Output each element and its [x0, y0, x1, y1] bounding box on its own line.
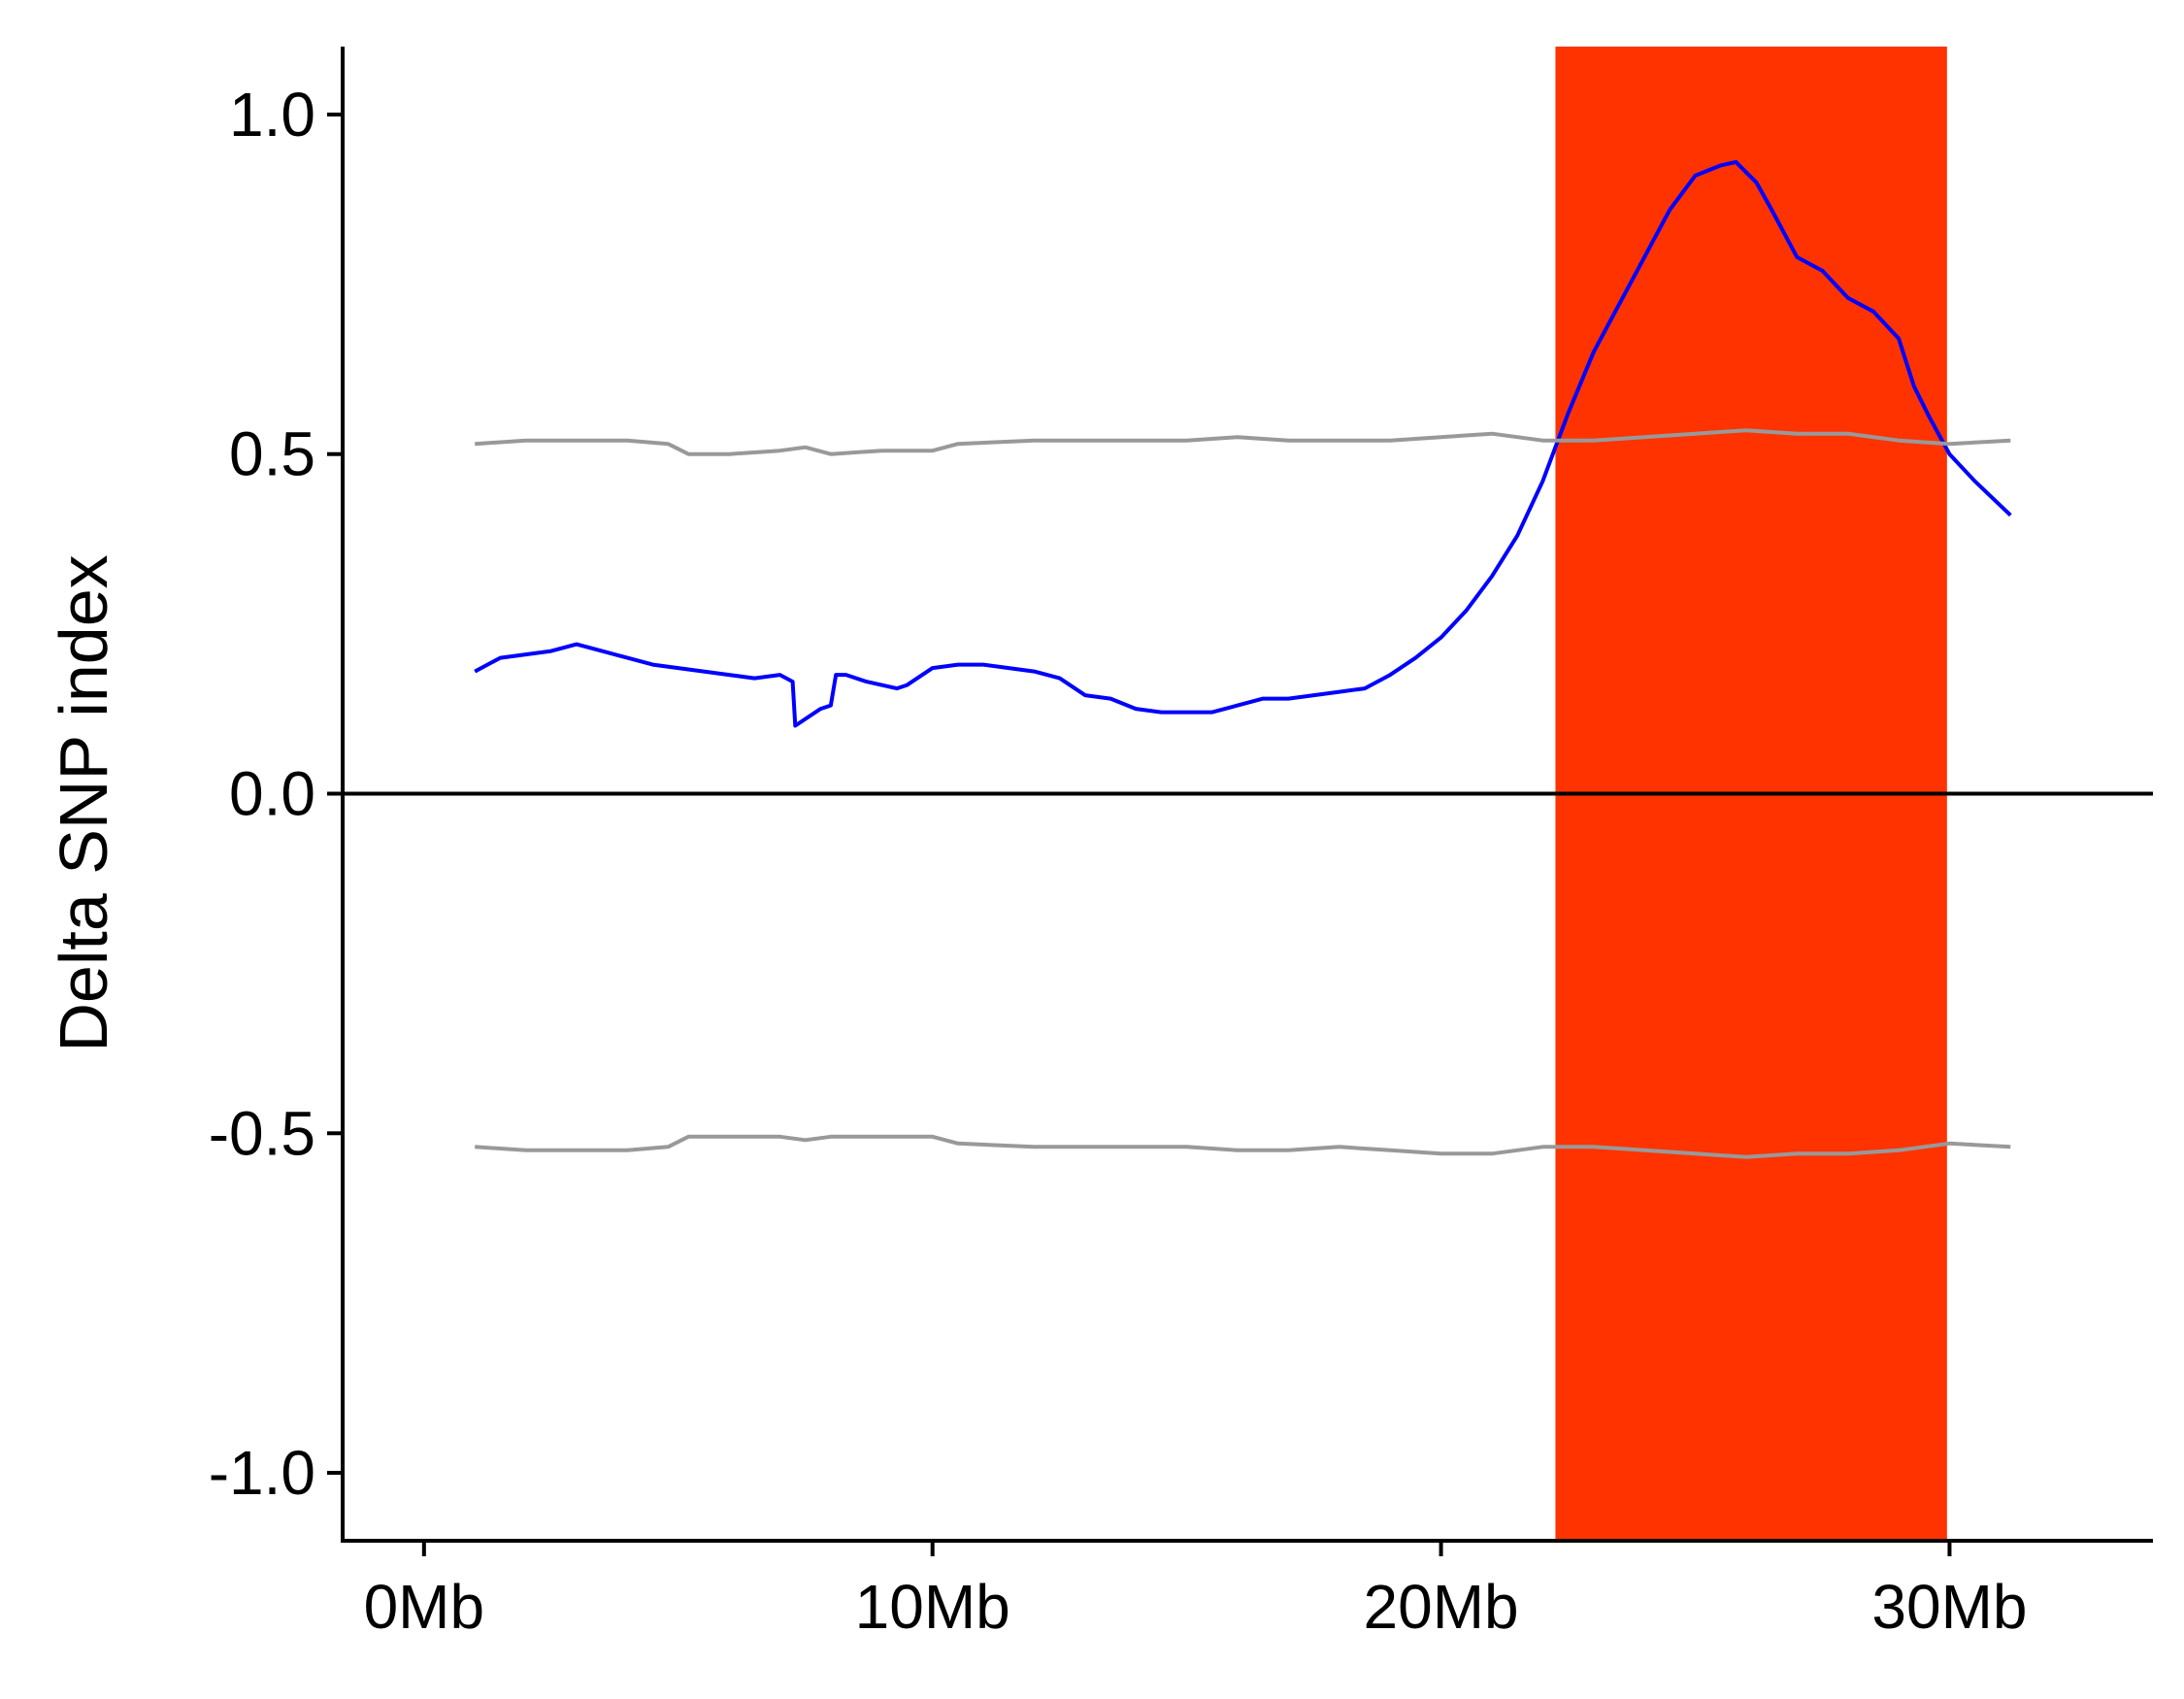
y-axis-title: Delta SNP index: [46, 554, 121, 1051]
series-line-2: [475, 428, 2011, 456]
y-axis-ticks: 1.0 0.5 0.0 -0.5 -1.0: [209, 80, 343, 1508]
x-axis-ticks: 0Mb 10Mb 20Mb 30Mb: [364, 1541, 2027, 1642]
x-tick-label: 10Mb: [855, 1572, 1010, 1642]
y-tick-label: -1.0: [209, 1438, 315, 1508]
y-tick-label: 1.0: [229, 80, 315, 150]
y-tick-label: 0.0: [229, 759, 315, 829]
y-tick-label: 0.5: [229, 419, 315, 489]
x-tick-label: 0Mb: [364, 1572, 485, 1642]
x-tick-label: 30Mb: [1871, 1572, 2027, 1642]
series-line-1: [474, 159, 2012, 728]
x-tick-label: 20Mb: [1364, 1572, 1519, 1642]
series-layer: [474, 159, 2012, 1159]
y-tick-label: -0.5: [209, 1098, 315, 1168]
series-line-3: [475, 1134, 2011, 1159]
